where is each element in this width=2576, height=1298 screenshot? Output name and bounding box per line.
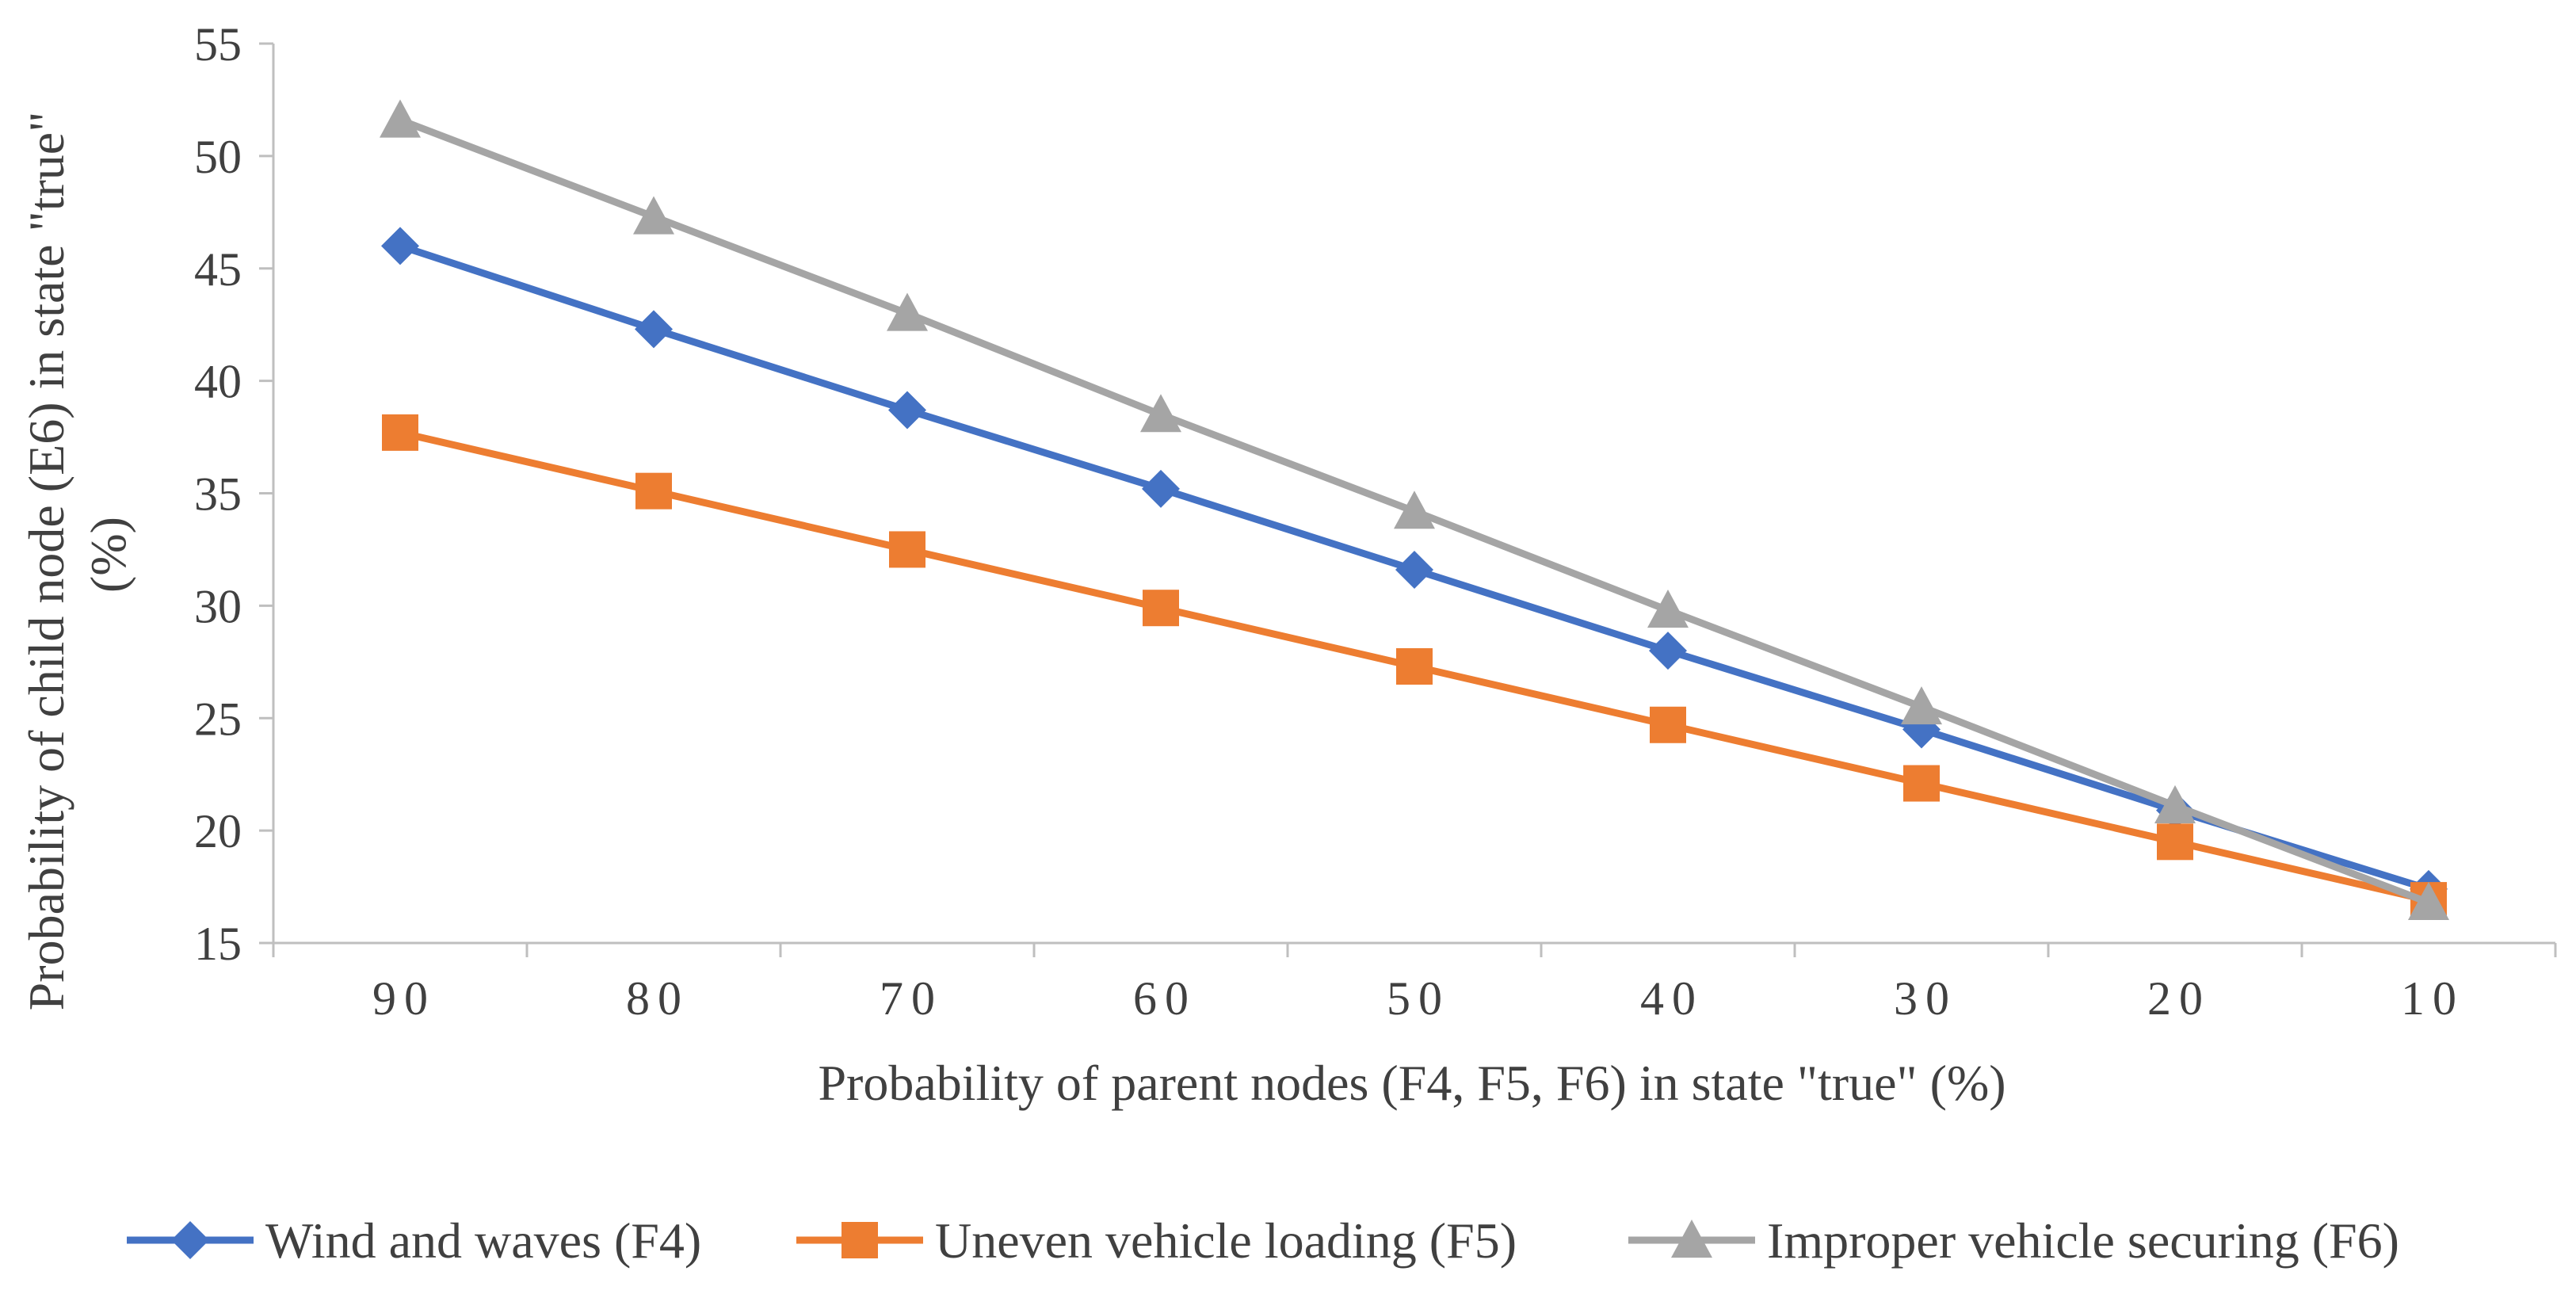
y-axis-title-line-1: Probability of child node (E6) in state … (18, 112, 74, 1011)
data-point (635, 472, 672, 510)
data-point (380, 99, 421, 138)
data-point (1647, 590, 1689, 628)
x-tick-label: 50 (1387, 972, 1450, 1025)
series-1 (381, 227, 2448, 908)
legend-marker (171, 1221, 209, 1259)
legend: Wind and waves (F4) Uneven vehicle loadin… (127, 1212, 2399, 1269)
legend-item: Uneven vehicle loading (F5) (796, 1212, 1517, 1269)
data-point (888, 391, 926, 429)
x-tick-label: 20 (2147, 972, 2211, 1025)
legend-item: Wind and waves (F4) (127, 1212, 701, 1269)
data-point (1650, 706, 1686, 743)
data-point (382, 414, 418, 451)
data-point (381, 227, 419, 265)
x-axis-title: Probability of parent nodes (F4, F5, F6)… (818, 1055, 2005, 1111)
data-point (1396, 647, 1433, 685)
x-tick-label: 10 (2401, 972, 2464, 1025)
y-tick-label: 35 (194, 468, 242, 521)
legend-label: Improper vehicle securing (F6) (1767, 1212, 2399, 1269)
legend-marker (1671, 1220, 1712, 1258)
data-point (635, 310, 673, 349)
data-point (2408, 881, 2449, 921)
y-tick-label: 50 (194, 131, 242, 183)
x-tick-label: 90 (372, 972, 436, 1025)
series-layer (380, 99, 2449, 921)
data-point (2157, 823, 2193, 861)
y-axis-title: Probability of child node (E6) in state … (18, 99, 136, 1011)
data-point (1395, 550, 1433, 589)
legend-label: Uneven vehicle loading (F5) (935, 1212, 1517, 1269)
legend-marker (841, 1222, 878, 1258)
x-tick-label: 70 (880, 972, 943, 1025)
y-tick-label: 20 (194, 805, 242, 857)
x-axis: 90 80 70 60 50 40 30 20 10 (272, 941, 2557, 1025)
data-point (1649, 632, 1687, 670)
x-tick-label: 60 (1133, 972, 1196, 1025)
data-point (1140, 394, 1181, 433)
legend-item: Improper vehicle securing (F6) (1628, 1212, 2399, 1269)
data-point (1394, 491, 1435, 529)
data-point (1143, 590, 1179, 627)
y-tick-label: 40 (194, 356, 242, 408)
y-axis-title-line-2: (%) (80, 517, 136, 593)
y-tick-label: 55 (194, 18, 242, 71)
data-point (633, 196, 674, 235)
y-axis: 15 20 25 30 35 40 45 50 55 (194, 18, 275, 970)
series-2 (382, 414, 2447, 919)
data-point (2154, 785, 2196, 824)
x-tick-label: 30 (1894, 972, 1957, 1025)
data-point (1142, 469, 1180, 508)
data-point (1903, 765, 1940, 802)
x-tick-label: 80 (626, 972, 689, 1025)
y-tick-label: 45 (194, 243, 242, 296)
data-point (889, 531, 925, 568)
y-tick-label: 15 (194, 918, 242, 970)
legend-label: Wind and waves (F4) (265, 1212, 701, 1269)
y-tick-label: 30 (194, 580, 242, 632)
data-point (1901, 686, 1942, 725)
series-3 (380, 99, 2449, 921)
y-tick-label: 25 (194, 693, 242, 745)
x-tick-label: 40 (1640, 972, 1704, 1025)
data-point (887, 292, 928, 331)
